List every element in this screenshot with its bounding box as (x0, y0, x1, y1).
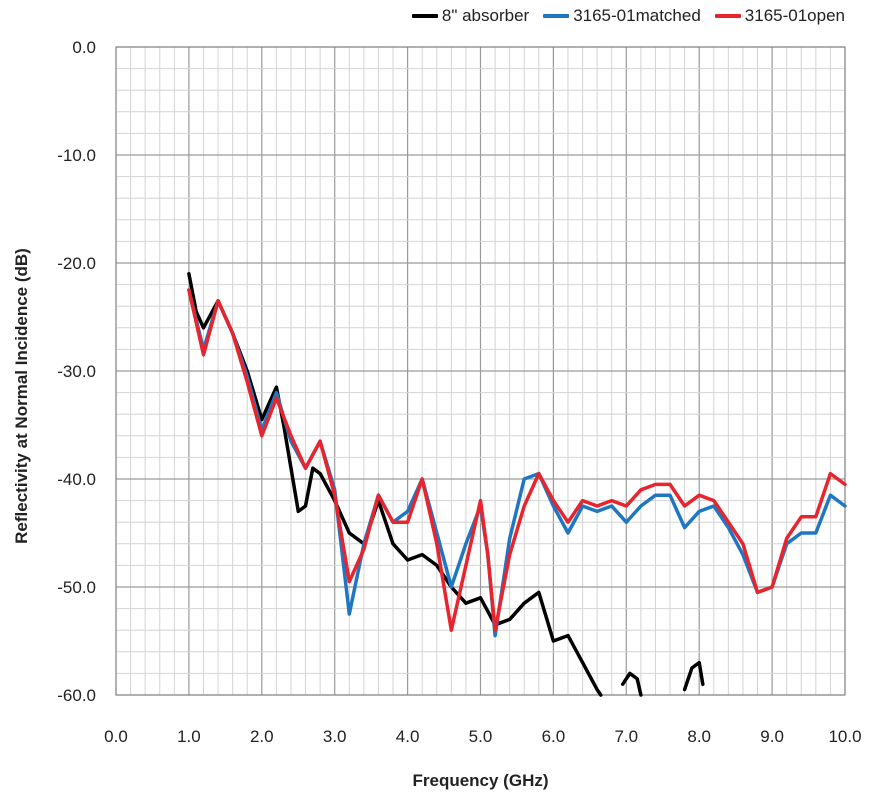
series-line-1 (187, 288, 847, 638)
plot-frame (115, 46, 846, 696)
x-axis-title: Frequency (GHz) (412, 771, 548, 790)
chart-legend: 8" absorber 3165-01matched 3165-01open (411, 6, 845, 26)
legend-item-absorber: 8" absorber (411, 6, 530, 26)
y-tick-label: -20.0 (57, 254, 96, 273)
y-axis-title: Reflectivity at Normal Incidence (dB) (12, 248, 31, 544)
legend-swatch-matched (543, 14, 570, 18)
chart-series (187, 274, 847, 695)
y-tick-label: -60.0 (57, 686, 96, 705)
x-tick-label: 10.0 (828, 727, 861, 746)
legend-label-absorber: 8" absorber (441, 6, 530, 25)
y-tick-label: -50.0 (57, 578, 96, 597)
legend-item-open: 3165-01open (714, 6, 845, 26)
x-tick-label: 3.0 (323, 727, 347, 746)
x-tick-label: 6.0 (542, 727, 566, 746)
x-tick-label: 1.0 (177, 727, 201, 746)
y-tick-label: -10.0 (57, 146, 96, 165)
x-tick-label: 8.0 (687, 727, 711, 746)
legend-swatch-absorber (411, 14, 438, 18)
y-tick-label: 0.0 (72, 38, 96, 57)
x-tick-label: 0.0 (104, 727, 128, 746)
series-line-2 (187, 288, 847, 632)
chart-grid (115, 46, 846, 696)
legend-swatch-open (714, 14, 741, 18)
y-tick-label: -40.0 (57, 470, 96, 489)
legend-label-matched: 3165-01matched (573, 6, 701, 25)
x-tick-label: 4.0 (396, 727, 420, 746)
x-tick-label: 9.0 (760, 727, 784, 746)
y-tick-label: -30.0 (57, 362, 96, 381)
axis-ticks: 0.0 1.0 2.0 3.0 4.0 5.0 6.0 7.0 8.0 9.0 10.0 0.0 -10… (57, 38, 861, 746)
x-tick-label: 2.0 (250, 727, 274, 746)
x-tick-label: 7.0 (614, 727, 638, 746)
legend-label-open: 3165-01open (744, 6, 845, 25)
legend-item-matched: 3165-01matched (543, 6, 701, 26)
x-tick-label: 5.0 (469, 727, 493, 746)
series-line-0 (189, 274, 758, 695)
